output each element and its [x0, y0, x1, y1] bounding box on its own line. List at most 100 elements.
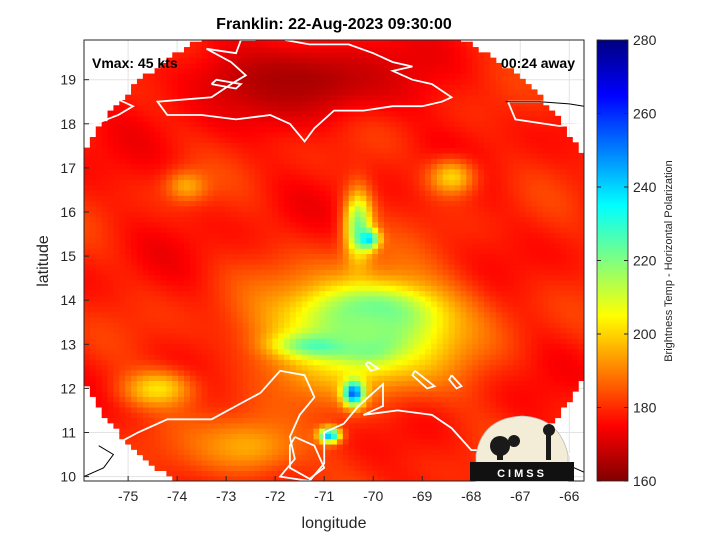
heatmap-cell — [213, 470, 220, 477]
heatmap-cell — [384, 184, 391, 191]
heatmap-cell — [154, 163, 162, 170]
heatmap-cell — [407, 459, 415, 466]
heatmap-cell — [260, 189, 267, 196]
heatmap-cell — [431, 131, 438, 138]
heatmap-cell — [272, 216, 279, 223]
heatmap-cell — [366, 216, 373, 223]
heatmap-cell — [160, 422, 167, 429]
heatmap-cell — [366, 428, 373, 434]
heatmap-cell — [284, 343, 291, 350]
heatmap-cell — [284, 391, 291, 397]
heatmap-cell — [384, 47, 391, 53]
heatmap-cell — [295, 68, 303, 75]
heatmap-cell — [413, 285, 420, 292]
heatmap-cell — [336, 221, 344, 228]
heatmap-cell — [201, 40, 209, 43]
heatmap-cell — [378, 348, 385, 355]
heatmap-cell — [178, 348, 185, 355]
heatmap-cell — [325, 369, 332, 376]
heatmap-cell — [236, 353, 244, 360]
heatmap-cell — [407, 195, 415, 202]
heatmap-cell — [131, 216, 138, 223]
heatmap-cell — [213, 41, 220, 48]
heatmap-cell — [284, 52, 291, 59]
heatmap-cell — [113, 422, 120, 429]
heatmap-cell — [236, 285, 244, 292]
heatmap-cell — [384, 279, 391, 286]
heatmap-cell — [189, 348, 197, 355]
heatmap-cell — [354, 438, 362, 445]
heatmap-cell — [284, 253, 291, 260]
heatmap-cell — [189, 147, 197, 154]
heatmap-cell — [448, 470, 456, 477]
heatmap-cell — [378, 417, 385, 424]
heatmap-cell — [113, 168, 120, 175]
heatmap-cell — [384, 168, 391, 175]
heatmap-cell — [231, 322, 238, 329]
heatmap-cell — [101, 274, 109, 281]
heatmap-cell — [172, 258, 179, 265]
heatmap-cell — [84, 226, 91, 233]
heatmap-cell — [295, 301, 303, 307]
heatmap-cell — [195, 327, 203, 334]
heatmap-cell — [207, 131, 215, 138]
heatmap-cell — [89, 248, 97, 255]
heatmap-cell — [207, 264, 215, 270]
heatmap-cell — [372, 470, 379, 477]
heatmap-cell — [242, 316, 250, 323]
heatmap-cell — [331, 322, 338, 329]
heatmap-cell — [384, 295, 391, 302]
heatmap-cell — [160, 158, 167, 165]
heatmap-cell — [425, 306, 432, 313]
heatmap-cell — [401, 391, 409, 397]
heatmap-cell — [325, 258, 332, 265]
heatmap-cell — [342, 258, 350, 265]
heatmap-cell — [242, 47, 250, 53]
heatmap-cell — [184, 459, 191, 466]
heatmap-cell — [84, 301, 91, 307]
heatmap-cell — [242, 216, 250, 223]
heatmap-cell — [372, 40, 379, 43]
heatmap-cell — [266, 52, 273, 59]
heatmap-cell — [336, 47, 344, 53]
heatmap-cell — [248, 422, 256, 429]
heatmap-cell — [389, 401, 397, 408]
heatmap-cell — [395, 301, 403, 307]
heatmap-cell — [201, 126, 209, 133]
heatmap-cell — [419, 168, 426, 175]
heatmap-cell — [372, 306, 379, 313]
heatmap-cell — [307, 253, 315, 260]
heatmap-cell — [172, 168, 179, 175]
heatmap-cell — [213, 290, 220, 297]
heatmap-cell — [160, 211, 167, 217]
heatmap-cell — [413, 343, 420, 350]
heatmap-cell — [413, 279, 420, 286]
heatmap-cell — [254, 131, 262, 138]
heatmap-cell — [242, 391, 250, 397]
heatmap-cell — [184, 258, 191, 265]
heatmap-cell — [307, 459, 315, 466]
heatmap-cell — [166, 216, 173, 223]
heatmap-cell — [125, 115, 132, 122]
heatmap-cell — [425, 174, 432, 180]
heatmap-cell — [248, 396, 256, 403]
heatmap-cell — [195, 73, 203, 80]
heatmap-cell — [172, 110, 179, 117]
heatmap-cell — [201, 158, 209, 165]
heatmap-cell — [219, 348, 226, 355]
heatmap-cell — [178, 57, 185, 64]
heatmap-cell — [195, 295, 203, 302]
heatmap-cell — [366, 99, 373, 106]
heatmap-cell — [248, 73, 256, 80]
heatmap-cell — [331, 78, 338, 85]
heatmap-cell — [142, 221, 150, 228]
heatmap-cell — [331, 290, 338, 297]
heatmap-cell — [272, 285, 279, 292]
heatmap-cell — [260, 211, 267, 217]
heatmap-cell — [425, 369, 432, 376]
heatmap-cell — [272, 57, 279, 64]
heatmap-cell — [160, 316, 167, 323]
heatmap-cell — [331, 137, 338, 143]
heatmap-cell — [436, 359, 444, 366]
heatmap-cell — [219, 327, 226, 334]
